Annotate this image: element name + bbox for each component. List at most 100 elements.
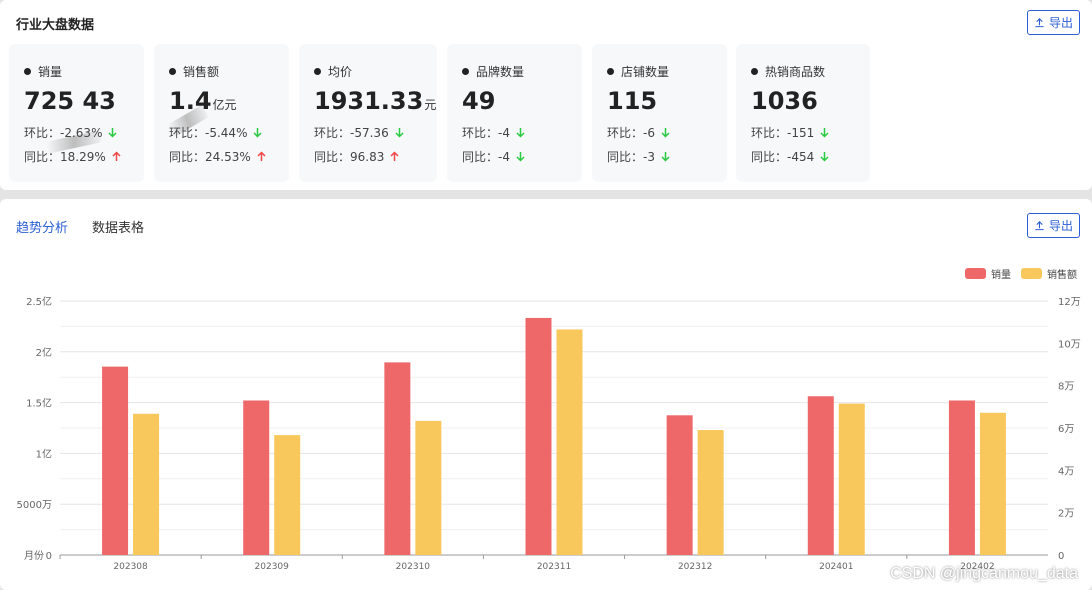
bar-sales-amount bbox=[697, 430, 724, 555]
metric-card-brand-count[interactable]: 品牌数量 49 环比：-4 同比：-4 bbox=[447, 44, 582, 182]
arrow-down-icon bbox=[820, 128, 829, 138]
legend-label: 销量 bbox=[991, 270, 1011, 281]
y-left-tick-label: 1亿 bbox=[36, 447, 52, 460]
bar-sales-volume bbox=[102, 366, 129, 555]
bar-sales-amount bbox=[133, 413, 160, 555]
metric-card-hot-products[interactable]: 热销商品数 1036 环比：-151 同比：-454 bbox=[736, 44, 870, 182]
overview-export-button[interactable]: 导出 bbox=[1027, 10, 1080, 35]
metric-label: 店铺数量 bbox=[621, 65, 670, 79]
export-label: 导出 bbox=[1048, 219, 1073, 233]
metric-yoy: 同比：-4 bbox=[462, 148, 525, 165]
metric-label: 品牌数量 bbox=[476, 65, 525, 79]
x-tick-label: 202308 bbox=[113, 562, 148, 572]
watermark: CSDN @jingcanmou_data bbox=[890, 565, 1078, 582]
metric-yoy: 同比：-454 bbox=[751, 148, 829, 165]
bar-sales-amount bbox=[415, 420, 442, 555]
bullet-icon bbox=[462, 68, 469, 75]
y-right-tick-label: 10万 bbox=[1058, 339, 1081, 350]
metric-yoy: 同比：24.53% bbox=[169, 148, 266, 165]
bar-sales-amount bbox=[979, 412, 1006, 555]
legend-label: 销售额 bbox=[1047, 270, 1077, 281]
arrow-down-icon bbox=[516, 128, 525, 138]
x-tick-label: 202310 bbox=[396, 562, 431, 572]
metric-value: 1931.33元 bbox=[314, 87, 437, 115]
metric-card-sales-amount[interactable]: 销售额 1.4亿元 环比：-5.44% 同比：24.53% bbox=[154, 44, 289, 182]
metric-yoy: 同比：18.29% bbox=[24, 148, 121, 165]
bar-sales-volume bbox=[948, 400, 975, 555]
y-left-tick-label: 0 bbox=[46, 551, 52, 562]
metric-value: 725 43 bbox=[24, 87, 116, 115]
trend-export-button[interactable]: 导出 bbox=[1027, 213, 1080, 238]
overview-title: 行业大盘数据 bbox=[16, 18, 95, 33]
y-left-tick-label: 2亿 bbox=[36, 346, 52, 359]
legend-swatch bbox=[965, 268, 986, 279]
trend-panel: 趋势分析 数据表格 导出 销量 销售额 0 5000万 1亿 1.5亿 2亿 2.5亿 月份… bbox=[0, 199, 1092, 590]
arrow-down-icon bbox=[253, 128, 262, 138]
arrow-up-icon bbox=[390, 151, 399, 161]
arrow-down-icon bbox=[661, 128, 670, 138]
arrow-up-icon bbox=[112, 151, 121, 161]
metric-mom: 环比：-5.44% bbox=[169, 124, 262, 141]
metric-mom: 环比：-2.63% bbox=[24, 124, 117, 141]
legend-item-sales-volume[interactable]: 销量 bbox=[965, 266, 1011, 281]
bullet-icon bbox=[607, 68, 614, 75]
y-right-tick-label: 6万 bbox=[1058, 424, 1074, 435]
bar-sales-amount bbox=[556, 329, 583, 555]
arrow-down-icon bbox=[516, 152, 525, 162]
arrow-down-icon bbox=[661, 152, 670, 162]
metric-mom: 环比：-4 bbox=[462, 124, 525, 141]
bar-sales-volume bbox=[384, 362, 411, 555]
bar-sales-volume bbox=[807, 396, 834, 555]
metric-card-avg-price[interactable]: 均价 1931.33元 环比：-57.36 同比：96.83 bbox=[299, 44, 437, 182]
y-right-tick-label: 12万 bbox=[1058, 297, 1081, 308]
metric-mom: 环比：-151 bbox=[751, 124, 829, 141]
y-right-tick-label: 0 bbox=[1058, 551, 1064, 562]
bullet-icon bbox=[24, 68, 31, 75]
y-right-tick-label: 2万 bbox=[1058, 509, 1074, 520]
metric-card-store-count[interactable]: 店铺数量 115 环比：-6 同比：-3 bbox=[592, 44, 727, 182]
x-tick-label: 202309 bbox=[255, 562, 290, 572]
industry-overview-panel: 行业大盘数据 导出 销量 725 43 环比：-2.63% 同比：18.29% … bbox=[0, 0, 1092, 190]
metric-mom: 环比：-6 bbox=[607, 124, 670, 141]
arrow-down-icon bbox=[108, 128, 117, 138]
metric-label: 热销商品数 bbox=[765, 65, 826, 79]
metric-mom: 环比：-57.36 bbox=[314, 124, 404, 141]
metric-yoy: 同比：-3 bbox=[607, 148, 670, 165]
chart-legend: 销量 销售额 bbox=[965, 266, 1077, 281]
x-tick-label: 202401 bbox=[819, 562, 853, 572]
bar-sales-volume bbox=[243, 400, 270, 555]
bar-sales-amount bbox=[274, 435, 301, 555]
legend-item-sales-amount[interactable]: 销售额 bbox=[1021, 266, 1077, 281]
x-tick-label: 202311 bbox=[537, 562, 571, 572]
y-left-tick-label: 2.5亿 bbox=[26, 295, 52, 308]
bullet-icon bbox=[751, 68, 758, 75]
bullet-icon bbox=[314, 68, 321, 75]
metric-label: 销量 bbox=[38, 65, 63, 79]
arrow-down-icon bbox=[820, 152, 829, 162]
y-right-tick-label: 4万 bbox=[1058, 466, 1074, 477]
x-axis-name: 月份 bbox=[24, 550, 44, 562]
metric-value: 1036 bbox=[751, 87, 818, 115]
legend-swatch bbox=[1021, 268, 1042, 279]
y-right-tick-label: 8万 bbox=[1058, 382, 1074, 393]
upload-icon bbox=[1035, 221, 1044, 231]
y-left-tick-label: 1.5亿 bbox=[26, 397, 52, 410]
metric-card-sales-volume[interactable]: 销量 725 43 环比：-2.63% 同比：18.29% bbox=[9, 44, 144, 182]
export-label: 导出 bbox=[1048, 16, 1073, 30]
bar-sales-volume bbox=[525, 317, 552, 555]
tab-data-table[interactable]: 数据表格 bbox=[92, 221, 145, 236]
metric-label: 均价 bbox=[328, 65, 353, 79]
arrow-up-icon bbox=[257, 151, 266, 161]
bar-sales-volume bbox=[666, 415, 693, 555]
bar-sales-amount bbox=[838, 403, 865, 555]
arrow-down-icon bbox=[395, 128, 404, 138]
x-tick-label: 202312 bbox=[678, 562, 712, 572]
metric-label: 销售额 bbox=[183, 65, 220, 79]
x-tick-label: 202402 bbox=[960, 562, 994, 572]
tab-trend-analysis[interactable]: 趋势分析 bbox=[16, 221, 69, 236]
metric-value: 49 bbox=[462, 87, 496, 115]
upload-icon bbox=[1035, 18, 1044, 28]
trend-tabs: 趋势分析 数据表格 bbox=[16, 217, 144, 236]
metric-yoy: 同比：96.83 bbox=[314, 148, 399, 165]
